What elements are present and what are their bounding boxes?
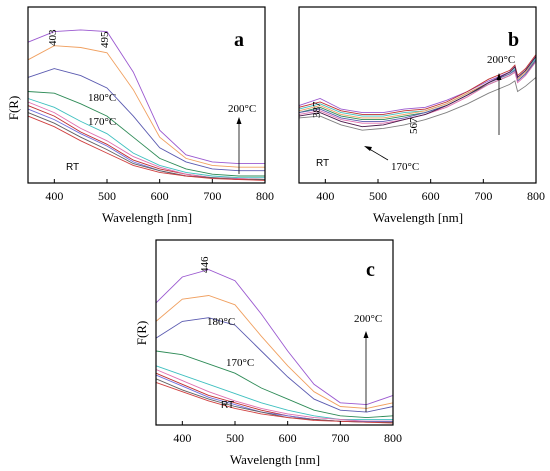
panel-b-series-line-3: [298, 57, 537, 117]
panel-b-series: [298, 54, 537, 131]
panel-a-peak-495-label: 495: [99, 31, 111, 48]
panel-b-170c-pointer-head: [364, 146, 372, 151]
panel-c-series-line-2: [155, 295, 394, 409]
panel-c-x-tick-label: 500: [226, 431, 244, 445]
panel-b-peak-387-label: 387: [311, 101, 323, 118]
panel-c-series-line-4: [155, 350, 394, 419]
panel-c-peak-446-label: 446: [199, 256, 211, 273]
panel-a-series: [27, 29, 266, 181]
panel-b-x-tick-label: 700: [474, 189, 492, 203]
panel-a-ticks: 400 500 600 700 800: [45, 179, 274, 203]
panel-a-x-tick-label: 700: [203, 189, 221, 203]
panel-b-arrow-head: [496, 73, 502, 80]
panel-b-letter: b: [508, 29, 519, 51]
panel-c-letter: c: [366, 259, 375, 281]
panel-c-y-axis-label: F(R): [134, 321, 149, 346]
panel-b-170c-label: 170°C: [391, 161, 419, 173]
panel-a-series-line-6: [27, 105, 266, 180]
panel-c-x-tick-label: 400: [173, 431, 191, 445]
panel-c-frame: [155, 239, 394, 426]
panel-c-x-tick-label: 800: [384, 431, 402, 445]
panel-c-ticks: 400 500 600 700 800: [173, 421, 402, 445]
panel-a-series-line-2: [27, 45, 265, 168]
panel-b-peak-567-label: 567: [408, 117, 420, 134]
panel-a-series-line-5: [27, 98, 265, 179]
panel-a-x-axis-label: Wavelength [nm]: [102, 210, 192, 225]
panel-c-x-tick-label: 600: [279, 431, 297, 445]
panel-c-170c-label: 170°C: [226, 357, 254, 369]
panel-b-series-line-8: [298, 56, 537, 128]
panel-a-170c-label: 170°C: [88, 116, 116, 128]
panel-a-x-tick-label: 600: [151, 189, 169, 203]
panel-a-arrow-head: [236, 117, 242, 124]
panel-b-200c-label: 200°C: [487, 54, 515, 66]
panel-b-ticks: 400 500 600 700 800: [316, 179, 545, 203]
panel-c-series-line-5: [155, 365, 393, 420]
panel-c-series: [155, 269, 394, 424]
panel-b: 400 500 600 700 800 Wavelength [nm] b 387 56…: [298, 6, 545, 225]
panel-a-frame: [27, 6, 266, 184]
panel-b-x-tick-label: 800: [527, 189, 545, 203]
panel-c-arrow-head: [363, 331, 369, 338]
panel-c-series-line-3: [155, 317, 394, 413]
panel-b-frame: [298, 6, 537, 184]
panel-c-series-line-8: [155, 374, 393, 422]
panel-c-x-axis-label: Wavelength [nm]: [230, 452, 320, 467]
panel-b-x-axis-label: Wavelength [nm]: [373, 210, 463, 225]
panel-b-series-line-7: [298, 61, 537, 124]
panel-a: 400 500 600 700 800 F(R) Wavelength [nm] a 4…: [6, 6, 274, 225]
panel-a-y-axis-label: F(R): [6, 96, 21, 121]
panel-a-x-tick-label: 400: [45, 189, 63, 203]
panel-a-x-tick-label: 500: [98, 189, 116, 203]
panel-c-180c-label: 180°C: [207, 316, 235, 328]
panel-c-series-line-1: [155, 269, 394, 406]
panel-a-series-line-3: [27, 68, 265, 172]
panel-a-series-line-9: [27, 112, 265, 180]
panel-b-x-tick-label: 400: [316, 189, 334, 203]
panel-b-series-line-9: [298, 77, 537, 131]
panel-c: 400 500 600 700 800 F(R) Wavelength [nm] c 4…: [134, 239, 402, 467]
panel-b-x-tick-label: 500: [369, 189, 387, 203]
panel-c-200c-label: 200°C: [354, 313, 382, 325]
panel-a-180c-label: 180°C: [88, 92, 116, 104]
panel-a-letter: a: [234, 29, 244, 51]
panel-a-rt-label: RT: [66, 162, 79, 173]
panel-a-x-tick-label: 800: [256, 189, 274, 203]
panel-c-series-line-10: [155, 381, 394, 424]
panel-a-200c-label: 200°C: [228, 103, 256, 115]
panel-c-rt-label: RT: [221, 400, 234, 411]
panel-b-series-line-4: [298, 59, 537, 119]
panel-c-series-line-7: [155, 369, 393, 422]
panel-a-peak-403-label: 403: [47, 29, 59, 46]
panel-b-series-line-5: [298, 61, 537, 121]
panel-b-x-tick-label: 600: [422, 189, 440, 203]
panel-a-series-line-4: [27, 91, 265, 177]
panel-a-series-line-1: [27, 29, 265, 165]
panel-b-rt-label: RT: [316, 158, 329, 169]
panel-c-x-tick-label: 700: [331, 431, 349, 445]
panel-a-series-line-10: [27, 115, 266, 181]
